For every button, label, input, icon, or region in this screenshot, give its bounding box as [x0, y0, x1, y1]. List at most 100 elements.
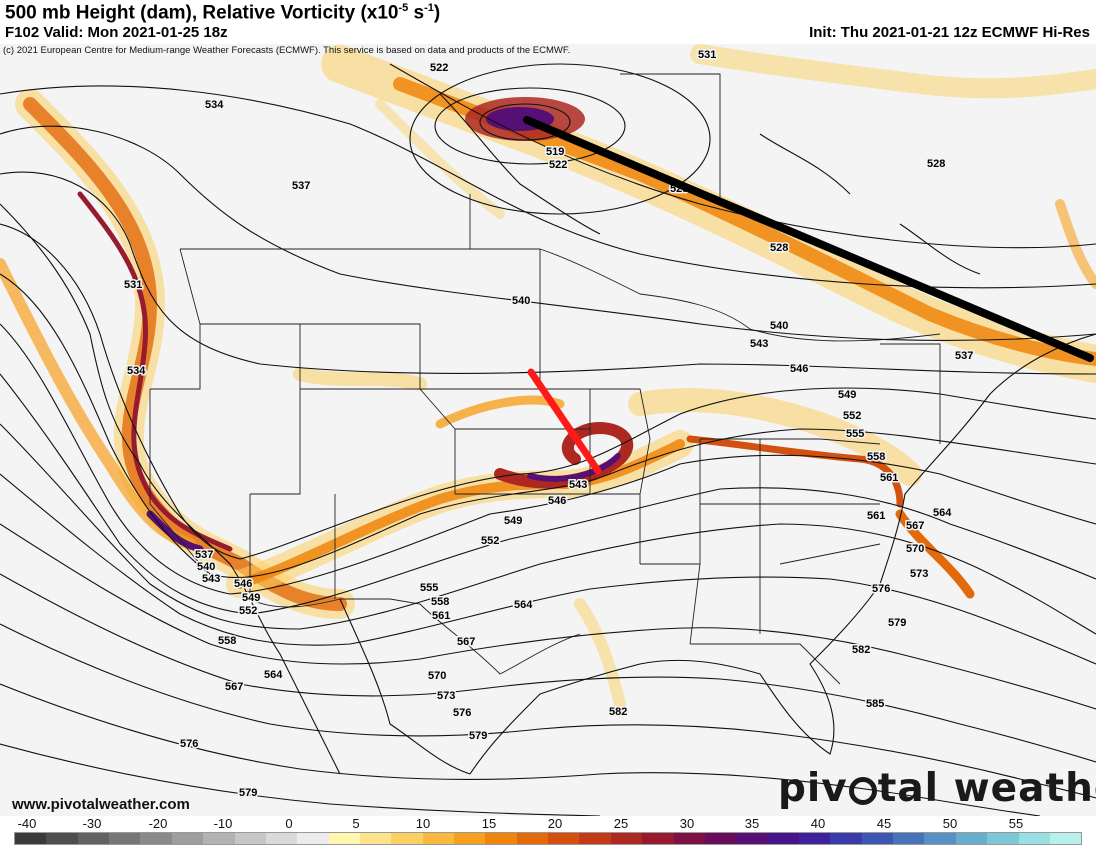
map-header: 500 mb Height (dam), Relative Vorticity …	[0, 0, 1096, 44]
contour-label: 546	[548, 495, 566, 507]
contour-label: 579	[888, 617, 906, 629]
colorbar-swatch	[203, 833, 235, 844]
colorbar-swatch	[391, 833, 423, 844]
colorbar-swatch	[46, 833, 78, 844]
contour-label: 567	[225, 681, 243, 693]
colorbar-swatch	[579, 833, 611, 844]
contour-label: 543	[750, 338, 768, 350]
contour-label: 543	[569, 479, 587, 491]
colorbar-tick-label: 50	[942, 816, 958, 831]
colorbar-swatch	[987, 833, 1019, 844]
colorbar-swatch	[140, 833, 172, 844]
contour-label: 555	[846, 428, 864, 440]
contour-label: 534	[127, 365, 146, 377]
colorbar	[14, 832, 1082, 845]
contour-label: 543	[202, 573, 220, 585]
colorbar-swatch	[265, 833, 298, 844]
colorbar-swatch	[516, 833, 549, 844]
contour-label: 546	[790, 363, 808, 375]
colorbar-tick-label: -30	[82, 816, 102, 831]
colorbar-swatch	[454, 833, 486, 844]
trough-axis-line-red	[527, 368, 602, 475]
colorbar-swatch	[1049, 833, 1082, 844]
contour-label: 585	[866, 698, 884, 710]
contour-label: 522	[430, 62, 448, 74]
contour-label: 564	[933, 507, 952, 519]
colorbar-ticks: -40 -30 -20 -10 0 5 10 15 20 25 30 35 40 45 50 55	[0, 816, 1096, 832]
contour-label: 546	[234, 578, 252, 590]
contour-label: 534	[205, 99, 224, 111]
colorbar-swatch	[422, 833, 455, 844]
colorbar-tick-label: 20	[547, 816, 563, 831]
colorbar-swatch	[861, 833, 894, 844]
init-time: Init: Thu 2021-01-21 12z ECMWF Hi-Res	[809, 24, 1090, 41]
colorbar-tick-label: 45	[876, 816, 892, 831]
contour-label: 552	[843, 410, 861, 422]
contour-label: 531	[698, 49, 716, 61]
contour-label: 531	[124, 279, 142, 291]
colorbar-tick-label: 40	[810, 816, 826, 831]
map-title: 500 mb Height (dam), Relative Vorticity …	[5, 2, 441, 24]
contour-label: 564	[264, 669, 283, 681]
colorbar-swatch	[15, 833, 47, 844]
colorbar-swatch	[704, 833, 737, 844]
colorbar-swatch	[610, 833, 643, 844]
weather-map: (c) 2021 European Centre for Medium-rang…	[0, 44, 1096, 816]
contour-label: 528	[770, 242, 788, 254]
vorticity-shading	[0, 44, 1096, 710]
colorbar-swatch	[830, 833, 862, 844]
colorbar-swatch	[1018, 833, 1050, 844]
contour-label: 582	[609, 706, 627, 718]
colorbar-tick-label: 30	[679, 816, 695, 831]
colorbar-swatch	[924, 833, 956, 844]
colorbar-tick-label: -20	[148, 816, 168, 831]
contour-label: 561	[880, 472, 898, 484]
contour-label: 558	[431, 596, 449, 608]
contour-label: 552	[481, 535, 499, 547]
colorbar-swatch	[297, 833, 329, 844]
contour-label: 540	[770, 320, 788, 332]
contour-label: 537	[955, 350, 973, 362]
colorbar-swatch	[77, 833, 110, 844]
colorbar-tick-label: 10	[415, 816, 431, 831]
colorbar-swatch	[109, 833, 141, 844]
contour-label: 555	[420, 582, 438, 594]
contour-label: 567	[906, 520, 924, 532]
contour-label: 570	[428, 670, 446, 682]
contour-label: 576	[453, 707, 471, 719]
contour-label: 570	[906, 543, 924, 555]
colorbar-swatch	[955, 833, 988, 844]
contour-label: 582	[852, 644, 870, 656]
contour-label: 579	[239, 787, 257, 799]
colorbar-swatch	[767, 833, 799, 844]
contour-label: 519	[546, 146, 564, 158]
contour-label: 576	[180, 738, 198, 750]
map-canvas: 519 522 522 525 528 528 531 531 534 534 …	[0, 44, 1096, 816]
contour-labels: 519 522 522 525 528 528 531 531 534 534 …	[123, 48, 975, 801]
contour-label: 540	[197, 561, 215, 573]
colorbar-tick-label: 5	[352, 816, 360, 831]
contour-label: 558	[867, 451, 885, 463]
colorbar-swatch	[328, 833, 360, 844]
colorbar-swatch	[736, 833, 768, 844]
contour-label: 540	[512, 295, 530, 307]
contour-label: 552	[239, 605, 257, 617]
contour-label: 549	[504, 515, 522, 527]
colorbar-swatch	[673, 833, 705, 844]
contour-label: 549	[242, 592, 260, 604]
copyright-notice: (c) 2021 European Centre for Medium-rang…	[3, 45, 571, 56]
colorbar-swatch	[642, 833, 674, 844]
contour-label: 549	[838, 389, 856, 401]
contour-label: 537	[292, 180, 310, 192]
contour-label: 567	[457, 636, 475, 648]
colorbar-tick-label: 55	[1008, 816, 1024, 831]
contour-label: 561	[867, 510, 885, 522]
colorbar-swatch	[798, 833, 831, 844]
height-contours	[0, 63, 1096, 816]
colorbar-tick-label: 15	[481, 816, 497, 831]
colorbar-tick-label: 35	[744, 816, 760, 831]
colorbar-tick-label: -10	[213, 816, 233, 831]
contour-label: 564	[514, 599, 533, 611]
contour-label: 579	[469, 730, 487, 742]
